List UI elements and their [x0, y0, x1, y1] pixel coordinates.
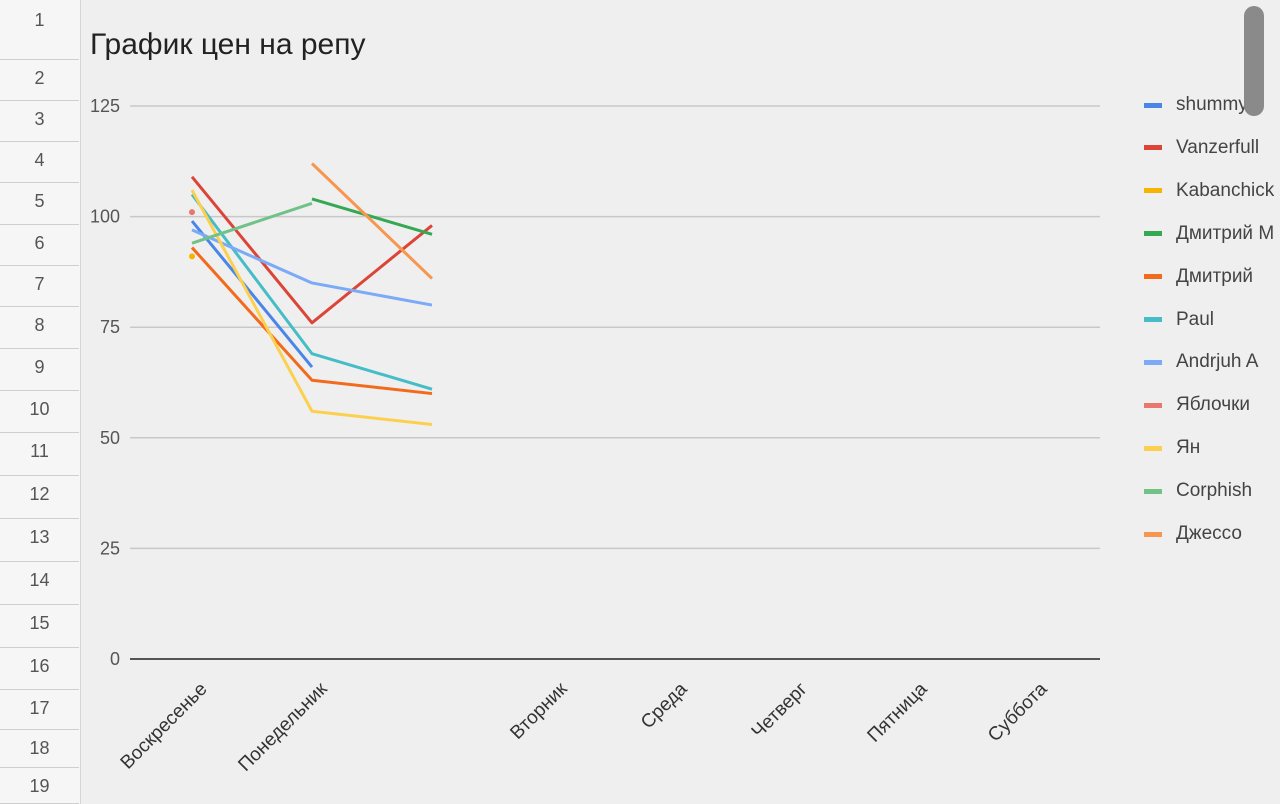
- x-tick-label: Суббота: [984, 678, 1052, 746]
- series-line-1: [190, 175, 433, 325]
- x-tick-label: Вторник: [506, 678, 572, 744]
- chart-title: График цен на репу: [90, 28, 366, 61]
- x-tick-label: Среда: [637, 678, 692, 733]
- row-header-6[interactable]: 6: [0, 225, 79, 266]
- vertical-scrollbar-thumb[interactable]: [1244, 6, 1264, 116]
- series-line-0: [190, 220, 314, 368]
- y-tick-label: 100: [90, 207, 120, 227]
- legend-item: shummy: [1144, 92, 1248, 118]
- legend-item: Paul: [1144, 307, 1214, 333]
- row-header-4[interactable]: 4: [0, 142, 79, 183]
- series-point-2: [189, 253, 195, 260]
- legend-item: Ян: [1144, 435, 1200, 461]
- y-tick-label: 0: [110, 649, 120, 669]
- legend-item: Джессо: [1144, 521, 1242, 547]
- y-tick-label: 25: [100, 538, 120, 558]
- y-tick-label: 125: [90, 96, 120, 116]
- series-line-6: [191, 228, 433, 307]
- legend-label: Kabanchick: [1176, 179, 1275, 201]
- legend-swatch: [1144, 531, 1162, 537]
- row-header-18[interactable]: 18: [0, 730, 79, 768]
- legend-item: Яблочки: [1144, 392, 1250, 418]
- legend-label: Джессо: [1176, 523, 1242, 544]
- series-point-7: [189, 209, 195, 216]
- legend-item: Vanzerfull: [1144, 135, 1259, 161]
- y-tick-label: 75: [100, 317, 120, 337]
- x-tick-label: Понедельник: [234, 678, 332, 776]
- legend-label: Ян: [1176, 437, 1201, 459]
- row-header-5[interactable]: 5: [0, 183, 79, 225]
- legend-item: Corphish: [1144, 478, 1252, 504]
- row-header-8[interactable]: 8: [0, 307, 79, 349]
- legend-swatch: [1144, 402, 1162, 408]
- legend-item: Kabanchick: [1144, 178, 1274, 204]
- row-header-13[interactable]: 13: [0, 519, 79, 562]
- legend-label: Дмитрий: [1176, 265, 1254, 287]
- legend-label: Яблочки: [1176, 394, 1251, 416]
- row-header-column: 1 2 3 4 5 6 7 8 9 10 11 12 13 14 15 16 17 18 19: [0, 0, 81, 804]
- row-header-10[interactable]: 10: [0, 391, 79, 433]
- legend-label: Andrjuh A: [1176, 351, 1259, 373]
- legend-swatch: [1144, 445, 1162, 451]
- series-line-10: [310, 162, 434, 280]
- row-header-2[interactable]: 2: [0, 60, 79, 101]
- x-tick-label: Воскресенье: [117, 679, 212, 774]
- y-tick-label: 50: [100, 428, 120, 448]
- row-header-7[interactable]: 7: [0, 266, 79, 307]
- row-header-9[interactable]: 9: [0, 349, 79, 391]
- row-header-14[interactable]: 14: [0, 562, 79, 605]
- legend-item: Дмитрий: [1144, 264, 1253, 290]
- legend-label: Дмитрий М: [1176, 222, 1275, 244]
- legend-label: Paul: [1176, 308, 1215, 330]
- legend-swatch: [1144, 317, 1162, 322]
- row-header-11[interactable]: 11: [0, 433, 79, 476]
- series-line-3: [311, 197, 433, 236]
- row-header-12[interactable]: 12: [0, 476, 79, 519]
- legend-swatch: [1144, 145, 1162, 151]
- series-line-9: [191, 201, 313, 245]
- row-header-1[interactable]: 1: [0, 0, 79, 60]
- x-tick-label: Четверг: [748, 679, 812, 743]
- series-line-8: [190, 189, 433, 427]
- legend-swatch: [1144, 274, 1162, 280]
- series-line-4: [190, 246, 433, 396]
- legend-label: shummy: [1176, 94, 1248, 115]
- x-tick-label: Пятница: [864, 678, 932, 746]
- legend-label: Corphish: [1176, 480, 1253, 502]
- legend-swatch: [1144, 102, 1162, 108]
- row-header-3[interactable]: 3: [0, 101, 79, 142]
- row-header-17[interactable]: 17: [0, 690, 79, 730]
- legend-swatch: [1144, 188, 1162, 194]
- legend-item: Дмитрий М: [1144, 221, 1274, 247]
- legend-swatch: [1144, 231, 1162, 237]
- legend-label: Vanzerfull: [1176, 136, 1260, 158]
- legend-swatch: [1144, 488, 1162, 494]
- legend-item: Andrjuh A: [1144, 349, 1258, 375]
- legend-swatch: [1144, 359, 1162, 365]
- row-header-15[interactable]: 15: [0, 605, 79, 648]
- row-header-16[interactable]: 16: [0, 648, 79, 690]
